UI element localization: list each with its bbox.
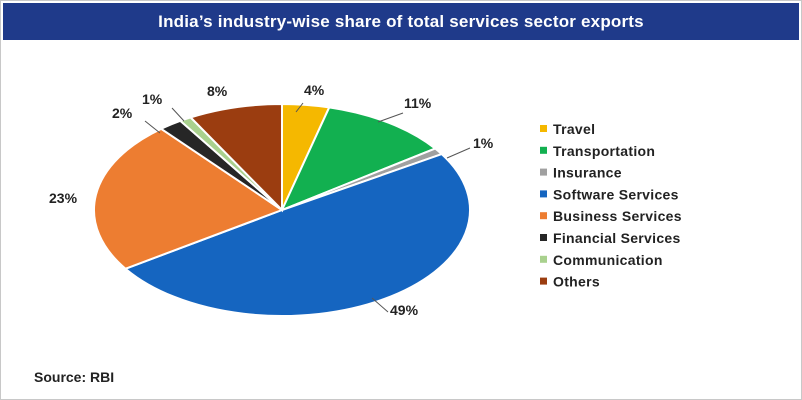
source-note: Source: RBI	[34, 369, 115, 385]
label-insurance: 1%	[473, 135, 494, 151]
legend-swatch-transportation	[540, 146, 547, 154]
label-travel: 4%	[304, 82, 325, 98]
legend-label-communication: Communication	[553, 252, 663, 268]
legend-swatch-insurance	[540, 168, 547, 176]
legend-label-transportation: Transportation	[553, 143, 655, 159]
label-software-services: 49%	[390, 302, 419, 318]
chart-title: India’s industry-wise share of total ser…	[158, 11, 644, 31]
label-business-services: 23%	[49, 190, 78, 206]
legend-swatch-software-services	[540, 190, 547, 198]
legend-label-financial-services: Financial Services	[553, 230, 681, 246]
leader-line-transportation	[377, 112, 404, 123]
leader-line-insurance	[446, 147, 471, 159]
legend-label-software-services: Software Services	[553, 186, 679, 202]
leader-line-travel	[295, 102, 304, 113]
slice-labels: 4% 11% 1% 49% 23% 2% 1% 8%	[49, 82, 494, 318]
legend-label-business-services: Business Services	[553, 208, 682, 224]
label-transportation: 11%	[404, 95, 432, 111]
slice-transportation	[280, 106, 438, 212]
legend-swatch-business-services	[540, 212, 547, 220]
leader-lines	[144, 102, 471, 313]
legend-swatch-travel	[540, 125, 547, 132]
legend: Travel Transportation Insurance Software Se…	[540, 121, 682, 290]
title-bar: India’s industry-wise share of total ser…	[3, 3, 799, 40]
slice-software-services	[123, 152, 471, 317]
slice-business-services	[93, 127, 285, 270]
legend-label-insurance: Insurance	[553, 165, 622, 181]
leader-line-software-services	[371, 297, 389, 313]
legend-swatch-financial-services	[540, 234, 547, 241]
label-others: 8%	[207, 83, 228, 99]
leader-line-financial-services	[144, 120, 161, 134]
slice-others	[188, 102, 283, 213]
legend-swatch-communication	[540, 255, 547, 263]
label-financial-services: 2%	[112, 105, 133, 121]
legend-label-travel: Travel	[553, 121, 595, 137]
legend-label-others: Others	[553, 274, 600, 290]
pie-slices	[93, 102, 471, 317]
leader-line-communication	[171, 107, 185, 122]
label-communication: 1%	[142, 91, 163, 107]
legend-swatch-others	[540, 277, 547, 285]
